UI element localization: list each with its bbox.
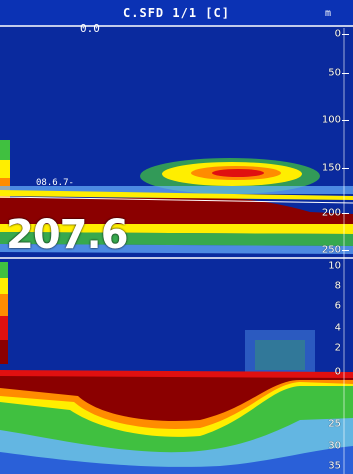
upper-scale-tick xyxy=(342,34,349,35)
header-title: C.SFD 1/1 [C] xyxy=(123,6,230,20)
lower-scale-label: 10 xyxy=(328,260,341,272)
upper-scale-label: 50 xyxy=(328,67,341,79)
lower-scale-label: 6 xyxy=(334,300,341,312)
lower-scale-label: 4 xyxy=(334,322,341,334)
upper-scale-tick xyxy=(342,168,349,169)
fish-school-echo xyxy=(140,158,320,194)
lower-scale-label: 2 xyxy=(334,342,341,354)
upper-scale-label: 250 xyxy=(321,244,341,256)
upper-scale-tick xyxy=(342,250,349,251)
upper-scale-tick xyxy=(342,213,349,214)
lower-scale-label: 8 xyxy=(334,280,341,292)
header-unit: m xyxy=(324,8,331,19)
upper-scale-label: 200 xyxy=(321,207,341,219)
color-scale-bar-lower xyxy=(0,262,8,364)
lower-scale-label: 30 xyxy=(328,440,341,452)
bottom-echo-upper xyxy=(0,186,353,254)
upper-scale-label: 100 xyxy=(321,114,341,126)
bottom-echo-lower xyxy=(0,370,353,474)
lower-scale-label: 25 xyxy=(328,418,341,430)
header-left-value: 0.0 xyxy=(80,22,100,35)
upper-scale-label: 150 xyxy=(321,162,341,174)
lower-scale-label: 35 xyxy=(328,460,341,472)
plankton-streaks xyxy=(245,330,315,372)
header-bar: C.SFD 1/1 [C] 0.0 m xyxy=(0,0,353,35)
small-readout: 08.6.7- xyxy=(36,178,74,188)
upper-scale-tick xyxy=(342,120,349,121)
lower-scale-label: 0 xyxy=(334,366,341,378)
upper-scale-tick xyxy=(342,73,349,74)
depth-readout: 207.6 xyxy=(6,212,129,258)
upper-scale-label: 0 xyxy=(334,28,341,40)
